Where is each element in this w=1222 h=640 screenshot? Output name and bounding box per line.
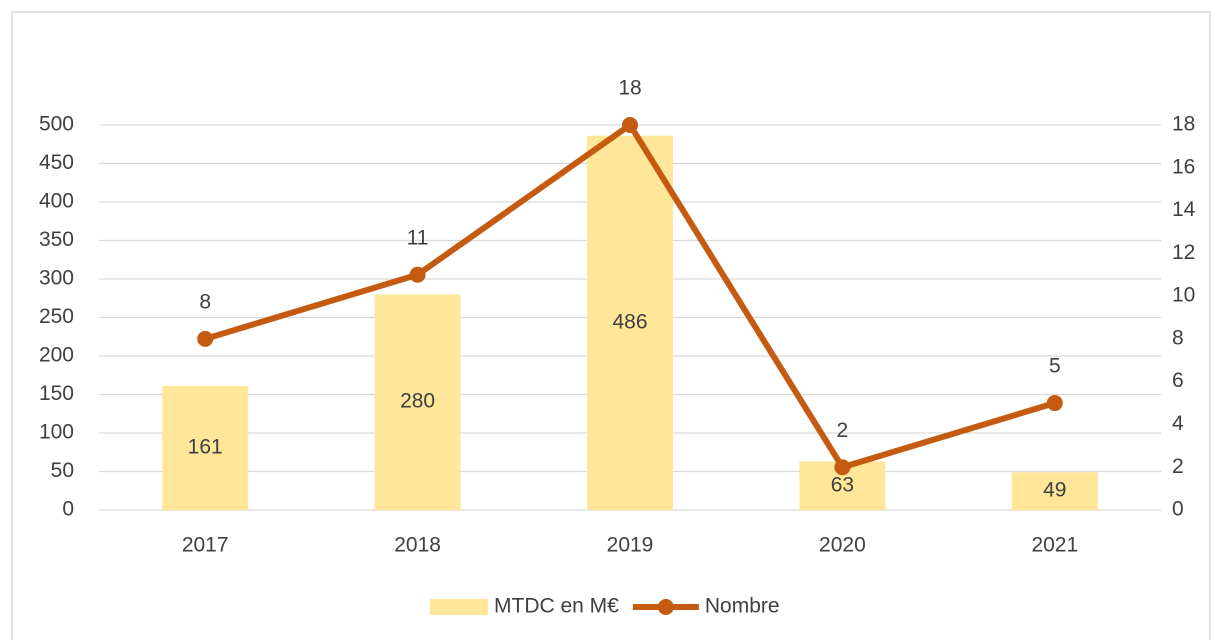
y-tick-label: 50 [51, 459, 74, 482]
y2-tick-label: 18 [1172, 113, 1195, 136]
bar-value-label: 161 [188, 436, 223, 459]
line-value-label: 8 [199, 290, 211, 313]
line-point [622, 117, 638, 133]
x-tick-label: 2017 [182, 534, 229, 557]
line-value-label: 18 [618, 77, 641, 100]
y-tick-label: 200 [39, 344, 74, 367]
bar [162, 386, 249, 510]
y-tick-label: 250 [39, 305, 74, 328]
y-tick-label: 350 [39, 228, 74, 251]
x-tick-label: 2021 [1031, 534, 1078, 557]
y2-tick-label: 4 [1172, 412, 1184, 435]
y2-tick-label: 2 [1172, 455, 1184, 478]
y2-tick-label: 12 [1172, 241, 1195, 264]
y2-tick-label: 14 [1172, 198, 1196, 221]
bar [374, 294, 461, 510]
y2-tick-label: 6 [1172, 369, 1184, 392]
x-tick-label: 2019 [607, 534, 654, 557]
bar-value-label: 280 [400, 390, 435, 413]
y2-tick-label: 8 [1172, 326, 1184, 349]
line-value-label: 11 [407, 226, 429, 249]
y-tick-label: 100 [39, 421, 74, 444]
line-point [197, 330, 214, 347]
x-tick-label: 2020 [819, 534, 866, 557]
legend-label: MTDC en M€ [494, 595, 619, 618]
bar-value-label: 63 [831, 473, 854, 496]
y2-tick-label: 0 [1172, 498, 1184, 521]
line-value-label: 2 [837, 419, 849, 442]
bar-value-label: 49 [1043, 479, 1066, 502]
y-tick-label: 0 [62, 498, 74, 521]
chart-frame [11, 11, 1211, 640]
bar [1011, 472, 1098, 510]
y-tick-label: 150 [39, 382, 74, 405]
y-tick-label: 400 [39, 190, 74, 213]
y2-tick-label: 16 [1172, 155, 1195, 178]
bar-value-label: 486 [612, 310, 647, 333]
y-tick-label: 500 [39, 113, 74, 136]
line-point [1046, 395, 1063, 412]
line-value-label: 5 [1049, 355, 1061, 378]
legend-swatch-point [657, 599, 674, 615]
y-tick-label: 450 [39, 151, 74, 174]
y-tick-label: 300 [39, 267, 74, 290]
line-point [834, 459, 851, 476]
bar [587, 135, 673, 510]
x-tick-label: 2018 [394, 534, 441, 557]
legend-swatch [430, 599, 488, 615]
line-point [409, 266, 426, 283]
y2-tick-label: 10 [1172, 284, 1195, 307]
legend-label: Nombre [705, 595, 780, 618]
